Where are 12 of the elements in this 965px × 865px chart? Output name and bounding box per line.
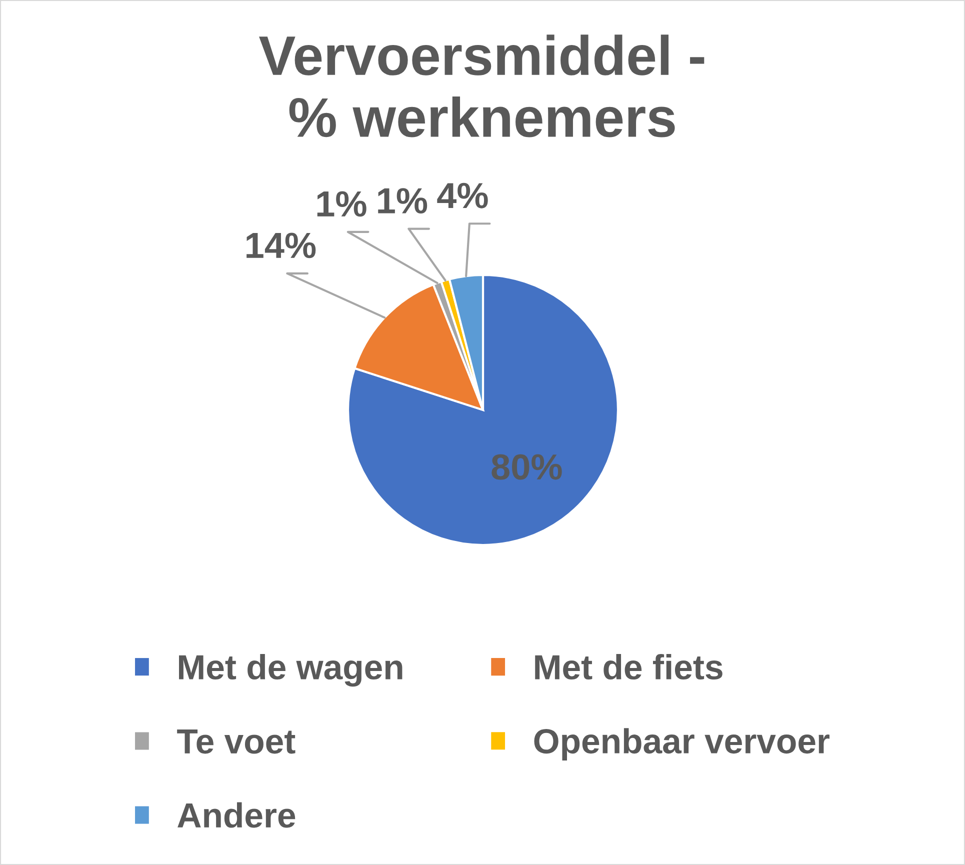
legend-label: Andere [178,802,296,828]
data-label: 1% [317,191,366,217]
data-label: 1% [378,188,428,214]
data-label: 4% [437,182,488,208]
legend-label: Te voet [177,730,296,754]
legend-label: Met de wagen [179,654,402,687]
data-label: 80% [492,454,562,480]
data-label: 14% [246,232,316,258]
legend-label: Met de fiets [535,654,722,680]
chart-title: Vervoersmiddel - % werknemers [259,34,704,138]
pie-slice [346,274,620,546]
legend-label: Openbaar vervoer [534,728,830,760]
